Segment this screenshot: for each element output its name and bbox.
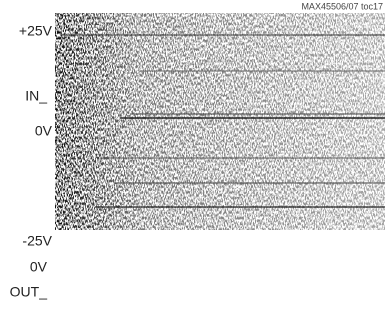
scope-screen [55,13,385,230]
axis-labels: +25V IN_ 0V -25V 0V OUT_ [10,23,53,300]
label: -25V [22,233,52,249]
figure-id: MAX45506/07 toc17 [301,1,383,11]
label: IN_ [25,88,47,104]
label: +25V [19,23,53,39]
label: OUT_ [10,284,48,300]
label: 0V [35,123,53,139]
label: 0V [30,259,48,275]
noise [55,13,385,230]
